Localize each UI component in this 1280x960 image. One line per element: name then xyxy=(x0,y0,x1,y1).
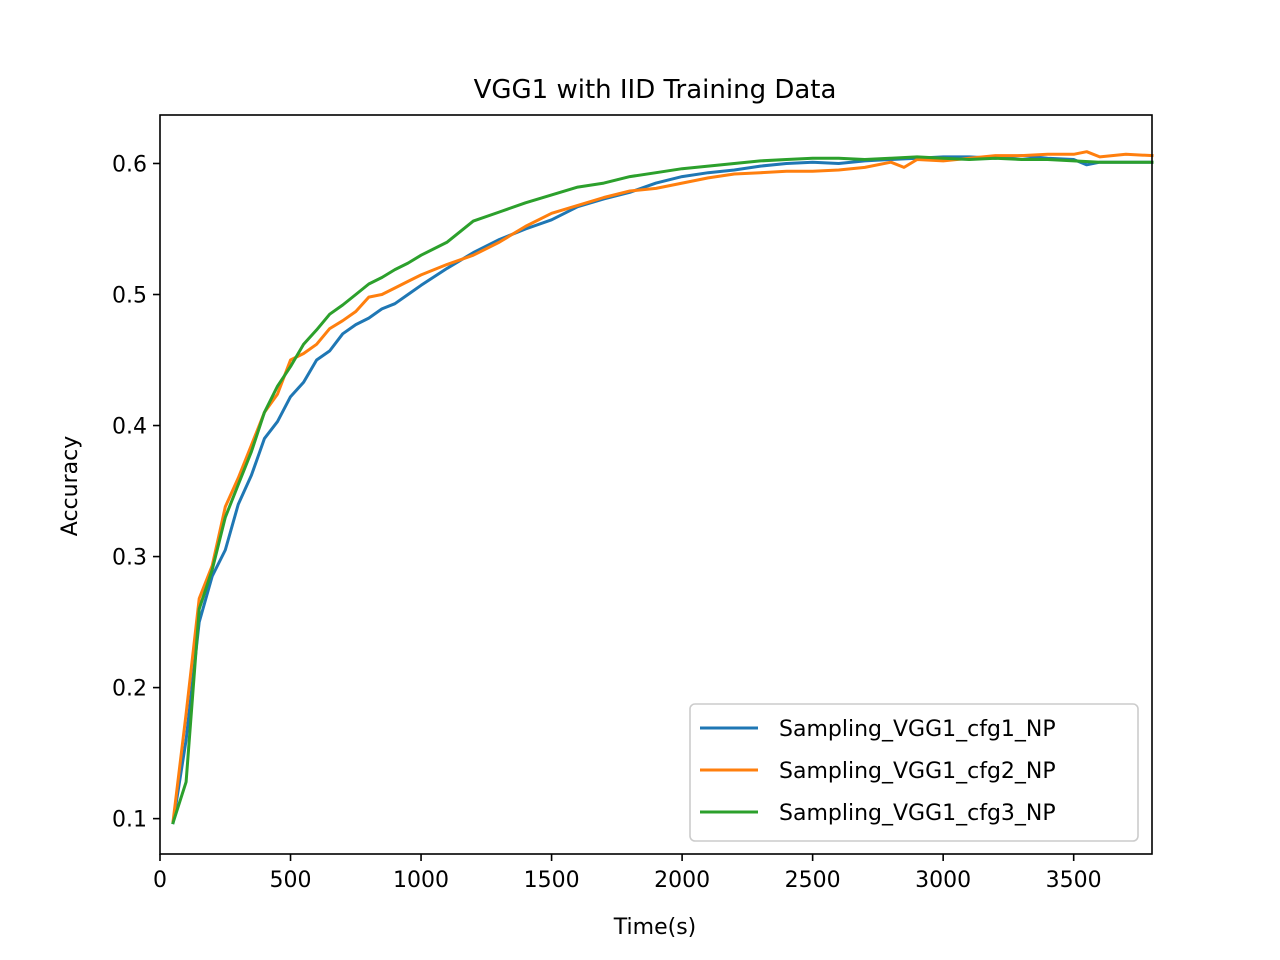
x-tick-label: 3500 xyxy=(1046,868,1102,893)
legend-label-2: Sampling_VGG1_cfg2_NP xyxy=(779,759,1056,784)
y-tick-label: 0.4 xyxy=(112,415,147,440)
legend-label-1: Sampling_VGG1_cfg1_NP xyxy=(779,717,1056,742)
series-line-3 xyxy=(171,155,1154,825)
x-tick-label: 3000 xyxy=(915,868,971,893)
x-tick-label: 500 xyxy=(270,868,312,893)
y-tick-label: 0.5 xyxy=(112,284,147,309)
legend-box xyxy=(689,703,1139,842)
x-tick-label: 0 xyxy=(153,868,167,893)
y-tick-label: 0.6 xyxy=(112,152,147,177)
y-axis-title: Accuracy xyxy=(58,436,83,536)
x-tick-label: 1000 xyxy=(393,868,449,893)
x-tick-label: 2500 xyxy=(785,868,841,893)
y-tick-label: 0.3 xyxy=(112,546,147,571)
chart-title: VGG1 with IID Training Data xyxy=(474,75,837,105)
series-layer xyxy=(171,150,1154,825)
legend: Sampling_VGG1_cfg1_NP Sampling_VGG1_cfg2_… xyxy=(689,703,1139,842)
y-tick-label: 0.1 xyxy=(112,808,147,833)
legend-label-3: Sampling_VGG1_cfg3_NP xyxy=(779,801,1056,826)
x-tick-label: 2000 xyxy=(654,868,710,893)
axes-frame xyxy=(159,114,1153,855)
x-axis-title: Time(s) xyxy=(613,915,696,940)
x-tick-label: 1500 xyxy=(524,868,580,893)
axes-layer: 0 500 1000 1500 2000 2500 3000 3500 0.1 0.2 0.3 0.4… xyxy=(112,114,1153,893)
y-tick-label: 0.2 xyxy=(112,677,147,702)
